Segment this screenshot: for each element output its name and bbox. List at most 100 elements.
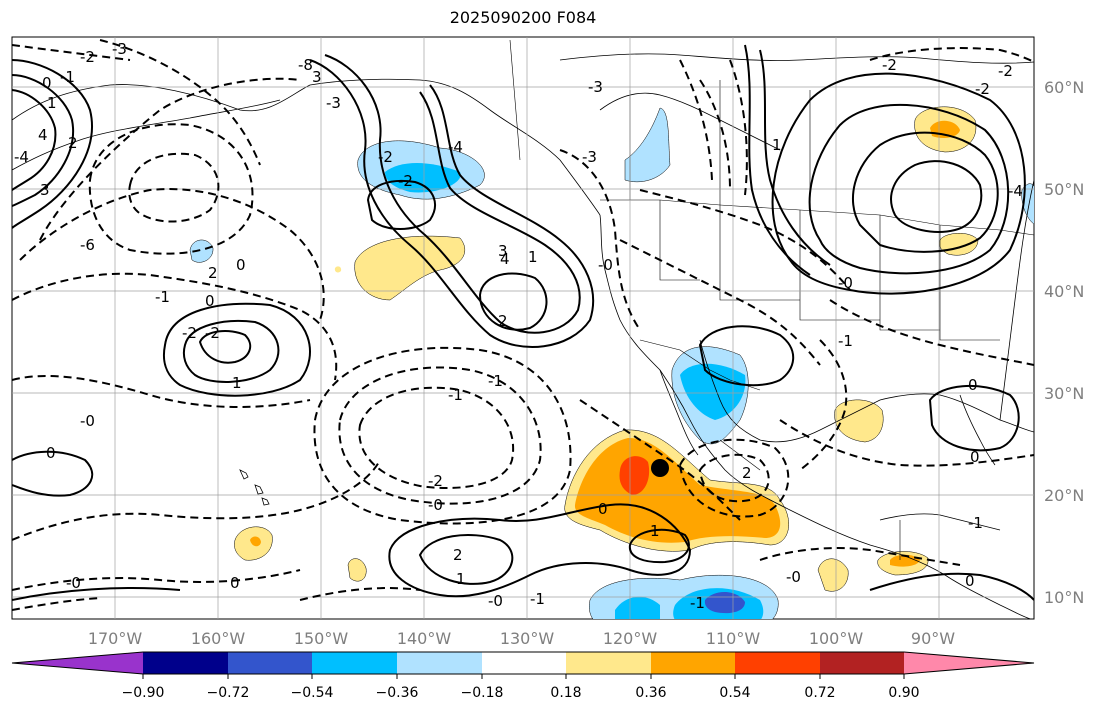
colorbar-segment [228, 652, 312, 674]
contour-dash-canada-low-2 [679, 59, 713, 181]
border-state-3 [799, 210, 880, 321]
contour-solid-west-high-2 [182, 319, 280, 383]
contour-dash-central-low-2 [358, 386, 515, 489]
contour-label: -1 [488, 372, 503, 390]
lon-label-150w: 150°W [294, 629, 349, 648]
shade-positive-5 [817, 558, 849, 592]
border-alaska [509, 39, 521, 161]
border-state-5 [939, 225, 1000, 341]
contour-solid-low-2 [478, 272, 548, 331]
contour-label: -2 [80, 48, 95, 66]
lon-label-160w: 160°W [191, 629, 246, 648]
longitude-labels: 170°W 160°W 150°W 140°W 130°W 120°W 110°… [88, 629, 955, 648]
shade-negative-5b [615, 596, 660, 619]
colorbar-tick-label: −0.90 [122, 685, 165, 701]
contour-label: -3 [582, 148, 597, 166]
contour-label: -4 [14, 148, 29, 166]
contour-solid-alaska-c [12, 89, 57, 191]
lat-label-30n: 30°N [1044, 384, 1084, 403]
contour-dash-west-low [12, 569, 301, 591]
hawaii-1 [239, 469, 249, 480]
contour-dash-central-low-3 [313, 346, 572, 525]
contour-label: 2 [498, 312, 508, 330]
border-state-1 [659, 200, 700, 281]
contour-solid-west-high-3 [198, 329, 252, 364]
contour-dash-pac-n [99, 39, 261, 166]
contour-label: -3 [326, 94, 341, 112]
contour-label: 1 [47, 94, 57, 112]
shade-negative-4b [680, 363, 746, 420]
contour-solid-ne-high-2 [808, 103, 1010, 275]
contour-solid-sub-high [388, 503, 692, 598]
contour-label: 4 [38, 126, 48, 144]
shade-positive-10 [334, 266, 342, 273]
contour-dash-mex-low-2 [678, 438, 790, 518]
contour-dash-top [12, 44, 131, 61]
shade-positive-7 [834, 399, 884, 443]
lat-label-50n: 50°N [1044, 180, 1084, 199]
contour-dash-ak-low-2 [128, 152, 220, 223]
contour-label: -2 [205, 324, 220, 342]
lat-label-60n: 60°N [1044, 78, 1084, 97]
contour-label: 2 [208, 264, 218, 282]
coast-alaska [12, 78, 601, 216]
hawaii-3 [261, 497, 270, 506]
contour-dash-tx [799, 339, 848, 471]
contour-label: 1 [456, 570, 466, 588]
contour-dash-ak-ring-3 [12, 272, 338, 381]
lon-label-130w: 130°W [500, 629, 555, 648]
contour-label: 3 [498, 242, 508, 260]
contour-dash-pac-2 [299, 587, 421, 601]
colorbar-segment-high-extend [904, 652, 1034, 674]
storm-marker [651, 459, 669, 477]
coast-arctic [559, 53, 1034, 64]
coast-caribbean [879, 513, 1001, 531]
contour-solid-se-2 [869, 572, 1034, 601]
coast-gulf [699, 339, 1034, 443]
contour-label: 1 [772, 136, 782, 154]
lon-label-170w: 170°W [88, 629, 143, 648]
colorbar-segment [397, 652, 482, 674]
contour-solid-canada-1 [759, 49, 831, 266]
contour-solid-canada-2 [744, 44, 811, 276]
contour-label: -3 [588, 78, 603, 96]
border-us-canada [600, 199, 1034, 236]
contour-label: -0 [66, 574, 81, 592]
contour-label: -2 [378, 148, 393, 166]
contour-label: 0 [236, 256, 246, 274]
contour-dash-canada-low [699, 79, 731, 191]
contour-label: -8 [298, 56, 313, 74]
colorbar-tick-label: −0.36 [376, 685, 419, 701]
shade-negative-3 [624, 107, 671, 183]
colorbar-tick-label: 0.72 [804, 685, 835, 701]
contour-solid-sub-high-3 [628, 528, 690, 564]
contour-label: -1 [530, 590, 545, 608]
colorbar-tick-label: 0.18 [550, 685, 581, 701]
contour-dash-sub-low [12, 459, 381, 541]
hawaii-2 [254, 484, 264, 495]
contour-solid-se-0 [928, 384, 1020, 452]
contour-label: 1 [232, 374, 242, 392]
colorbar-segment [651, 652, 735, 674]
contour-dash-gulf-0 [779, 419, 1034, 467]
contour-dash-sw-tropic [12, 597, 101, 611]
lat-label-40n: 40°N [1044, 282, 1084, 301]
border-state-2 [719, 205, 800, 301]
contour-label: -3 [112, 40, 127, 58]
contour-label: -2 [182, 324, 197, 342]
shade-positive-6b [890, 554, 920, 567]
colorbar: −0.90 −0.72 −0.54 −0.36 −0.18 0.18 0.36 … [11, 651, 1035, 701]
lat-label-20n: 20°N [1044, 486, 1084, 505]
colorbar-segment [143, 652, 228, 674]
contour-dash-se-1 [829, 299, 1034, 366]
contour-label: -1 [690, 594, 705, 612]
lon-label-120w: 120°W [603, 629, 658, 648]
contour-label: -6 [80, 236, 95, 254]
contour-label: -1 [60, 68, 75, 86]
contour-label: 0 [46, 444, 56, 462]
coast-east [999, 179, 1034, 421]
shade-negative-1b [385, 163, 461, 193]
lon-label-100w: 100°W [809, 629, 864, 648]
contour-label: -4 [448, 138, 463, 156]
contour-solid-west-high [162, 302, 311, 397]
